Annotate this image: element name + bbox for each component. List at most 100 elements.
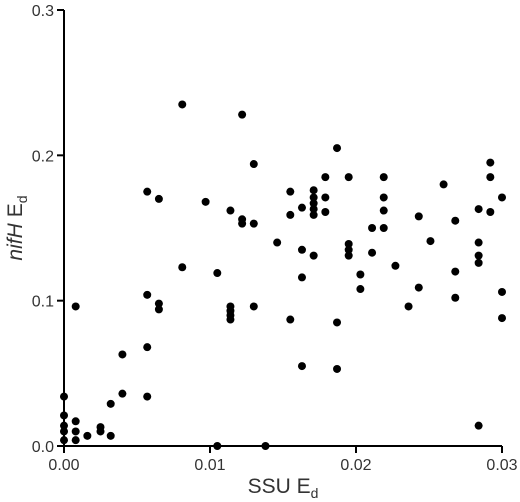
point [451, 216, 460, 225]
x-tick-label: 0.03 [486, 457, 517, 474]
point [356, 285, 365, 294]
point [344, 239, 353, 248]
point [60, 421, 68, 430]
point [344, 251, 353, 260]
point [226, 315, 235, 324]
point [451, 267, 460, 276]
point [143, 392, 152, 401]
point [451, 293, 460, 302]
point [60, 427, 68, 436]
point [143, 187, 152, 196]
point [213, 442, 222, 450]
y-tick-label: 0.3 [32, 3, 54, 20]
point [333, 318, 342, 327]
point [309, 199, 318, 208]
point [414, 212, 423, 221]
point [474, 421, 483, 430]
point [118, 389, 127, 398]
point [474, 238, 483, 247]
x-tick-label: 0.01 [194, 457, 225, 474]
point [118, 350, 127, 359]
point [309, 210, 318, 219]
point [486, 208, 495, 217]
point [356, 270, 365, 279]
point [379, 173, 388, 182]
point [333, 364, 342, 373]
point [106, 431, 115, 440]
point [391, 261, 400, 270]
point [297, 362, 306, 371]
point [286, 315, 295, 324]
point [60, 411, 68, 420]
point [498, 193, 506, 202]
point [226, 206, 235, 215]
point [368, 248, 377, 257]
point [154, 305, 163, 314]
point [344, 173, 353, 182]
point [154, 194, 163, 203]
point [426, 237, 435, 246]
point [60, 392, 68, 401]
point [309, 186, 318, 195]
point [414, 283, 423, 292]
point [238, 110, 247, 119]
point [238, 219, 247, 228]
x-axis-title-subscript: d [311, 485, 319, 501]
point [60, 436, 68, 445]
y-axis-title-italic: nifH [4, 222, 27, 260]
point [249, 302, 258, 311]
point [286, 210, 295, 219]
point [273, 238, 282, 247]
point [368, 224, 377, 232]
y-tick-label: 0.1 [32, 294, 54, 311]
point [286, 187, 295, 196]
point [249, 160, 258, 169]
x-tick-label: 0.02 [340, 457, 371, 474]
point [201, 197, 210, 206]
point [498, 314, 506, 323]
point [379, 224, 388, 232]
point [309, 205, 318, 214]
point [71, 436, 80, 445]
y-axis-title-text: E [4, 203, 27, 217]
point [486, 173, 495, 182]
x-tick-label: 0.00 [48, 457, 79, 474]
point [439, 180, 448, 189]
point [474, 258, 483, 267]
point [297, 203, 306, 212]
point [321, 193, 330, 202]
point [178, 100, 187, 109]
point [143, 343, 152, 352]
point [404, 302, 413, 311]
point [261, 442, 270, 450]
point [474, 205, 483, 214]
point [249, 219, 258, 228]
x-axis-title-text: SSU E [248, 475, 311, 498]
point [309, 193, 318, 202]
point [106, 399, 115, 408]
point [71, 417, 80, 426]
x-axis-title: SSU Ed [248, 475, 319, 501]
point [379, 206, 388, 215]
point [379, 193, 388, 202]
point [297, 273, 306, 282]
point [297, 245, 306, 254]
y-axis-title-subscript: d [14, 195, 30, 203]
point [154, 299, 163, 308]
point [321, 173, 330, 182]
point [486, 158, 495, 167]
point [178, 263, 187, 272]
point [213, 269, 222, 278]
point [83, 431, 92, 440]
y-axis-title: nifH Ed [4, 195, 30, 260]
y-tick-label: 0.2 [32, 148, 54, 165]
point [71, 427, 80, 436]
point [333, 144, 342, 153]
point [474, 251, 483, 260]
y-tick-label: 0.0 [32, 439, 54, 456]
point [321, 208, 330, 217]
point [344, 245, 353, 254]
point [96, 427, 105, 436]
